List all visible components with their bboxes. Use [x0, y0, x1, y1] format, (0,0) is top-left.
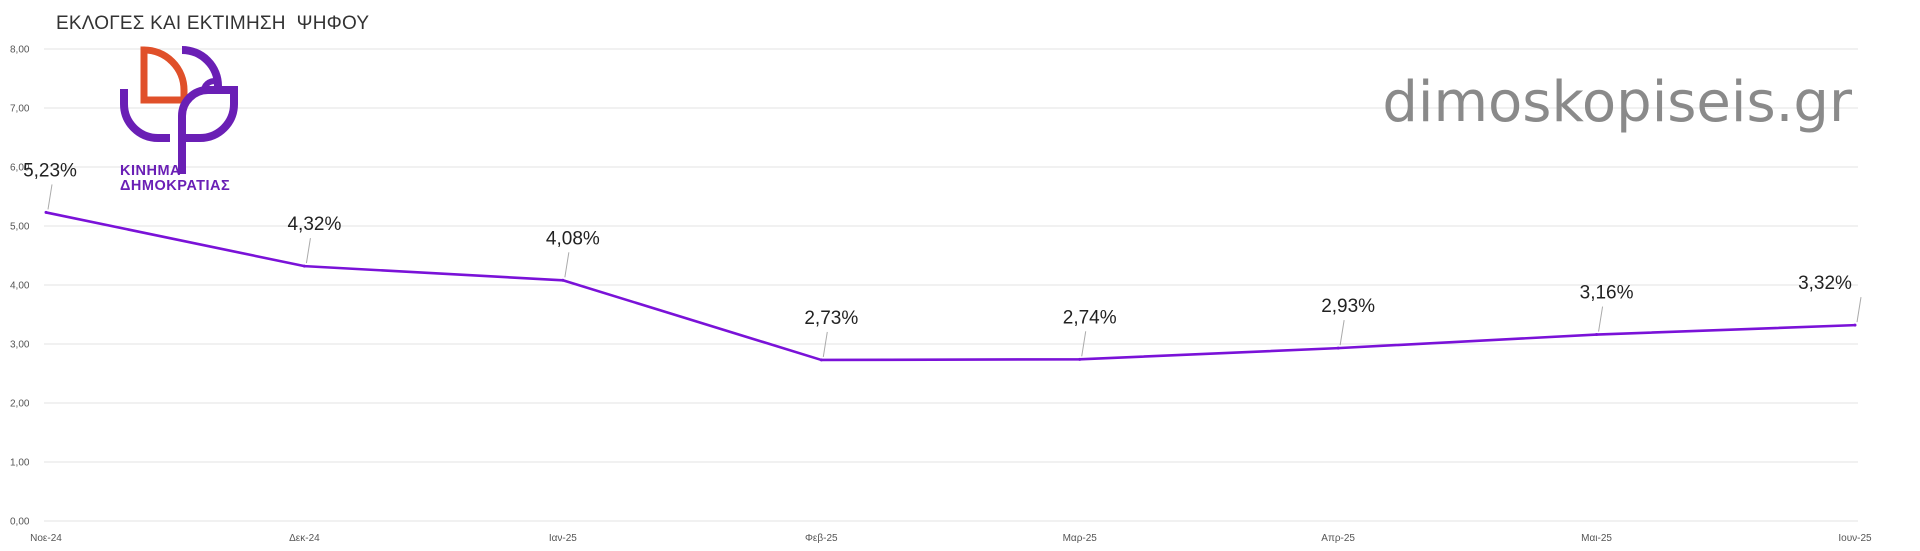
leader-line — [47, 184, 53, 210]
leader-line — [564, 252, 570, 278]
data-label: 2,73% — [804, 308, 858, 329]
data-point — [1595, 333, 1599, 337]
x-tick-label: Απρ-25 — [1321, 533, 1355, 544]
data-label: 4,08% — [546, 228, 600, 249]
y-tick-label: 8,00 — [10, 45, 30, 56]
x-tick-label: Μαρ-25 — [1063, 533, 1098, 544]
y-tick-label: 7,00 — [10, 104, 30, 115]
data-point — [1336, 346, 1340, 350]
data-label: 2,74% — [1063, 307, 1117, 328]
x-tick-label: Νοε-24 — [30, 533, 62, 544]
data-label: 4,32% — [287, 214, 341, 235]
logo-text-line2: ΔΗΜΟΚΡΑΤΙΑΣ — [120, 178, 231, 194]
leader-line — [305, 238, 311, 264]
y-tick-label: 4,00 — [10, 281, 30, 292]
data-point — [1853, 323, 1857, 327]
data-point — [819, 358, 823, 362]
logo-text-line1: ΚΙΝΗΜΑ — [120, 163, 181, 179]
y-tick-label: 2,00 — [10, 399, 30, 410]
brand-watermark: dimoskopiseis.gr — [1382, 70, 1852, 135]
data-label: 5,23% — [23, 160, 77, 181]
data-point — [302, 264, 306, 268]
leader-line — [1081, 331, 1087, 357]
series-line — [45, 211, 1856, 362]
data-point — [1078, 357, 1082, 361]
x-tick-label: Ιουν-25 — [1838, 533, 1872, 544]
data-label: 3,16% — [1580, 283, 1634, 304]
leader-line — [822, 331, 828, 358]
chart-title: ΕΚΛΟΓΕΣ ΚΑΙ ΕΚΤΙΜΗΣΗ ΨΗΦΟΥ — [56, 13, 370, 34]
x-tick-label: Μαι-25 — [1581, 533, 1612, 544]
leader-line — [1598, 306, 1604, 332]
x-tick-label: Δεκ-24 — [289, 533, 320, 544]
y-tick-label: 6,00 — [10, 163, 30, 174]
data-point — [44, 210, 48, 214]
leader-line — [1339, 320, 1345, 346]
logo-text: ΚΙΝΗΜΑ ΔΗΜΟΚΡΑΤΙΑΣ — [120, 164, 230, 194]
leader-line — [1856, 297, 1862, 323]
data-label: 3,32% — [1798, 273, 1852, 294]
party-logo-icon — [120, 46, 238, 174]
data-point — [561, 278, 565, 282]
y-tick-label: 1,00 — [10, 458, 30, 469]
y-tick-label: 0,00 — [10, 517, 30, 528]
x-tick-label: Ιαν-25 — [549, 533, 577, 544]
y-tick-label: 3,00 — [10, 340, 30, 351]
data-label: 2,93% — [1321, 296, 1375, 317]
y-tick-label: 5,00 — [10, 222, 30, 233]
x-tick-label: Φεβ-25 — [805, 533, 838, 544]
